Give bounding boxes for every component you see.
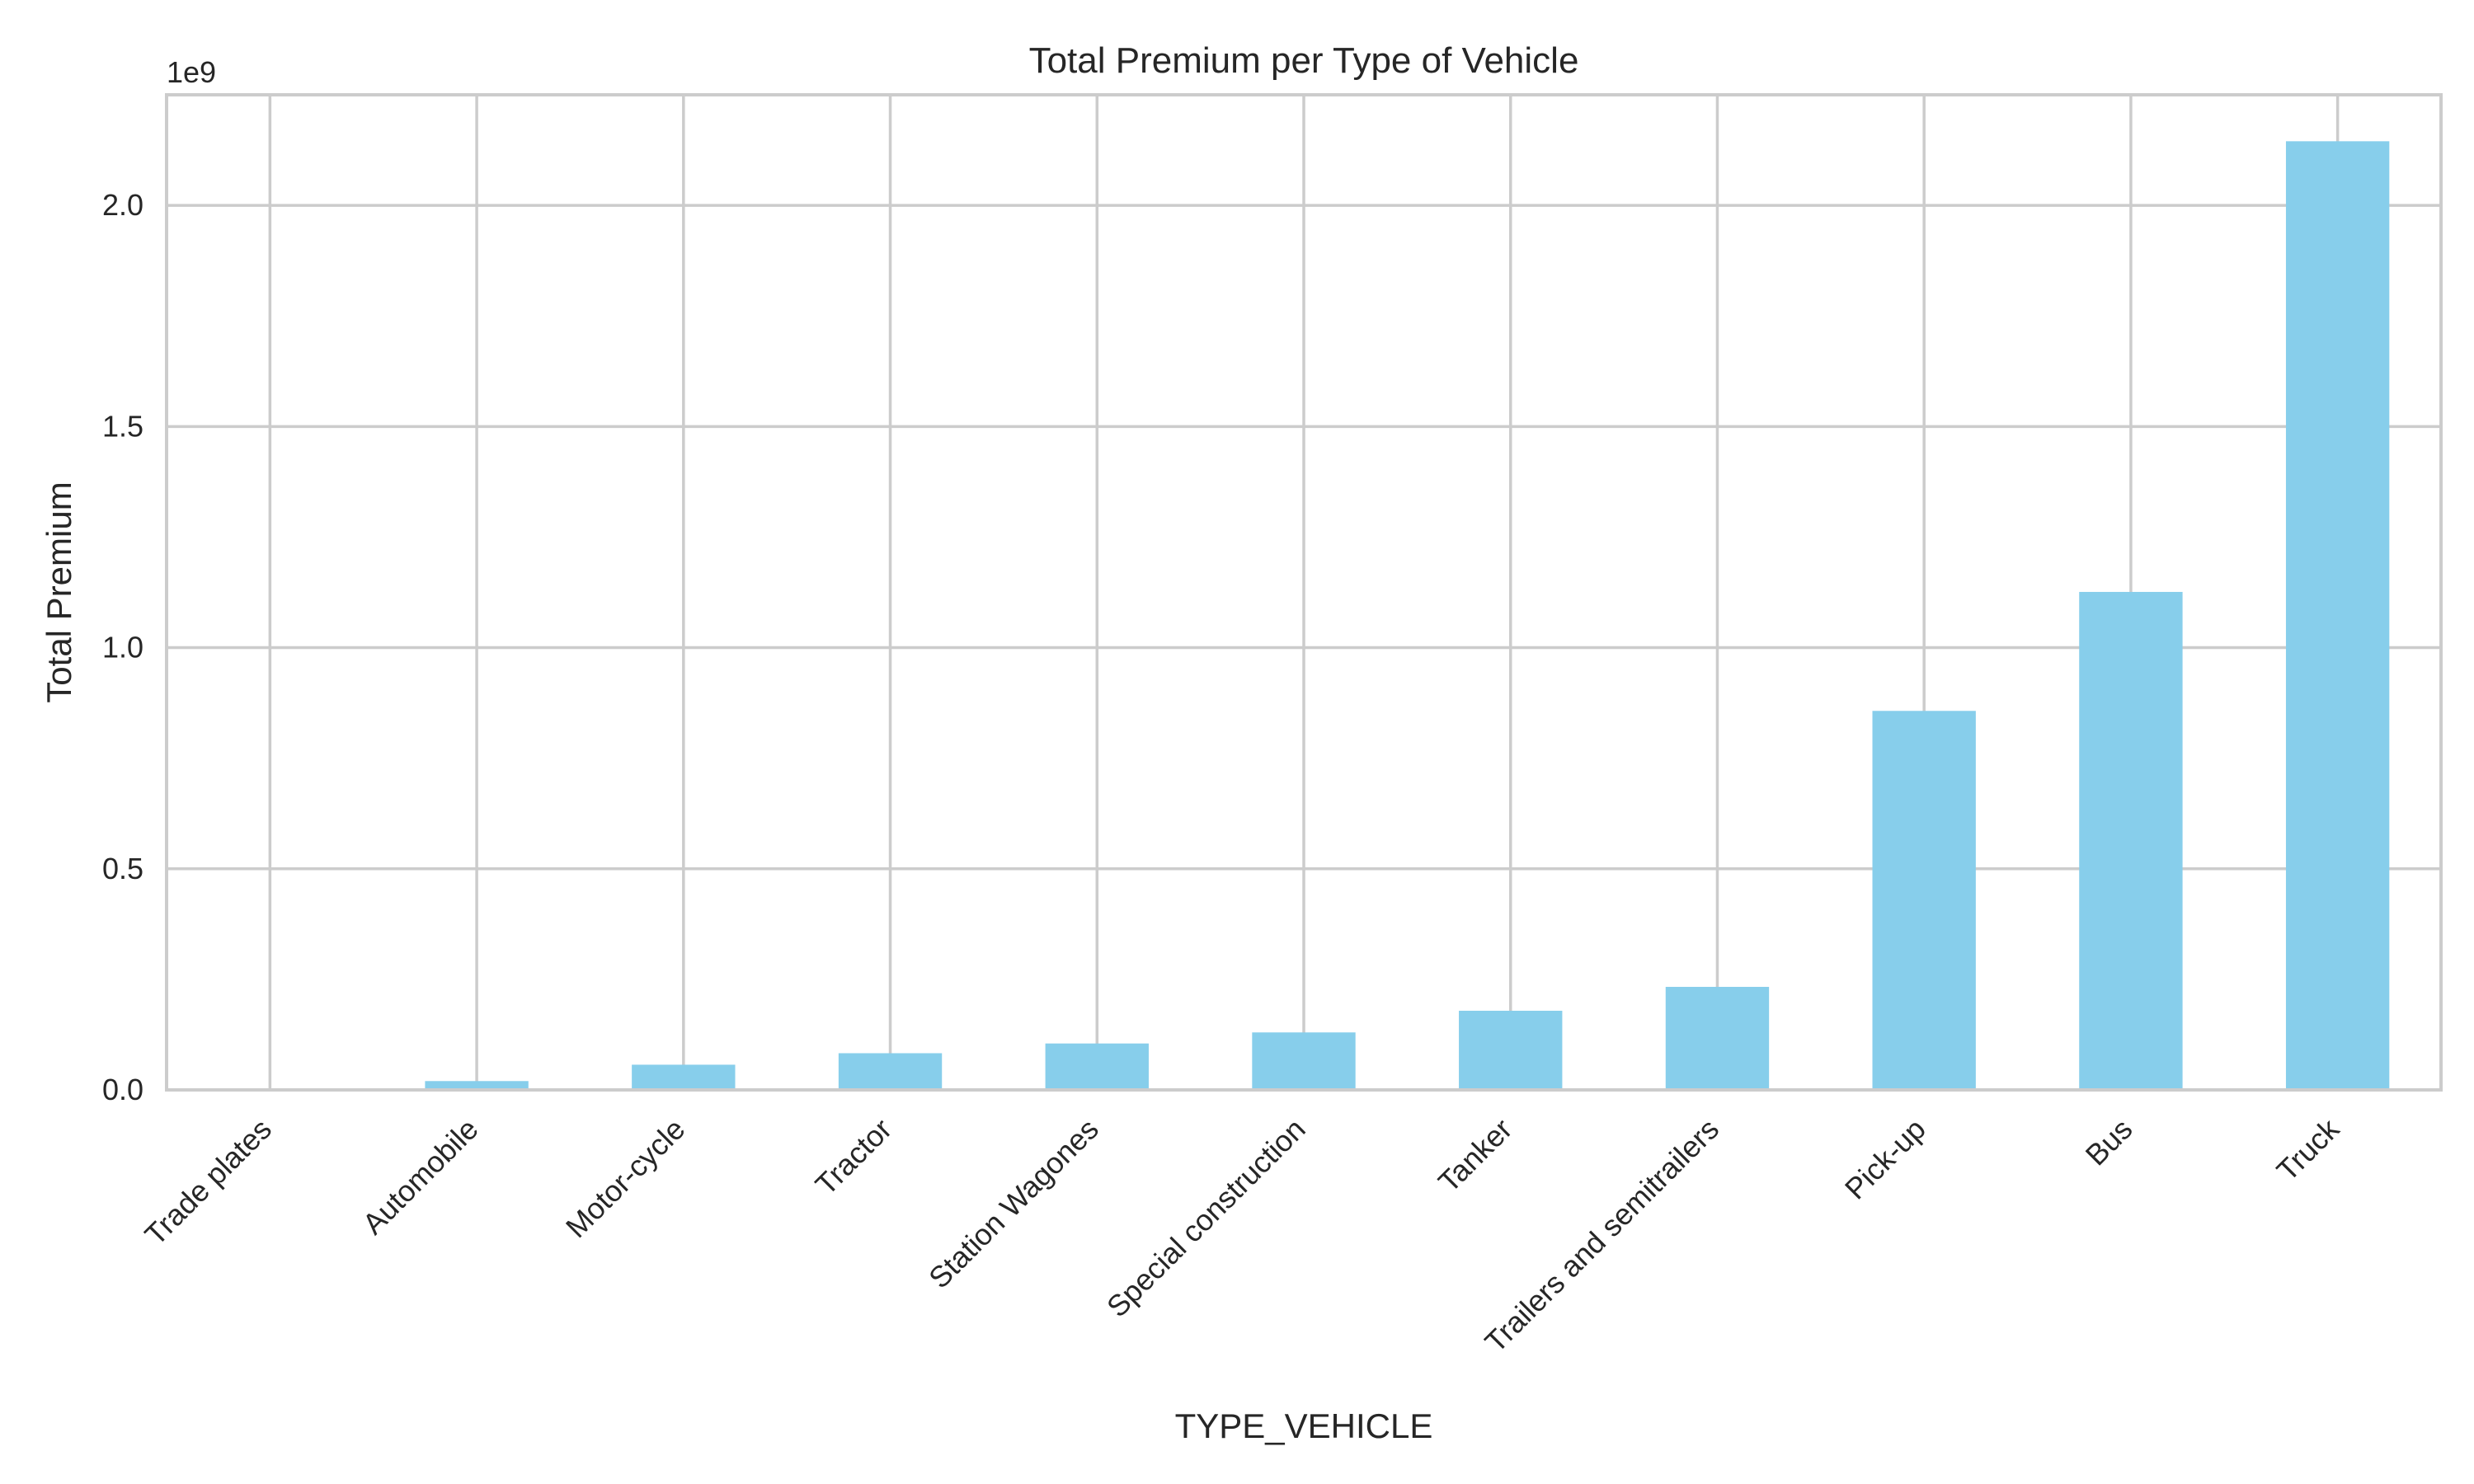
- x-tick-label: Motor-cycle: [559, 1112, 692, 1245]
- x-tick-label: Truck: [2270, 1111, 2346, 1187]
- x-tick-label: Tanker: [1432, 1112, 1518, 1199]
- x-tick-label: Trailers and semitrailers: [1478, 1112, 1725, 1360]
- x-tick-labels: Trade plates Automobile Motor-cycle Tractor…: [138, 1111, 2346, 1359]
- x-tick-label: Station Wagones: [922, 1112, 1105, 1295]
- y-axis-label: Total Premium: [40, 481, 78, 702]
- x-axis-label: TYPE_VEHICLE: [1175, 1407, 1433, 1445]
- y-tick-label: 0.0: [102, 1073, 143, 1106]
- x-tick-label: Pick-up: [1838, 1112, 1932, 1206]
- y-tick-label: 1.0: [102, 631, 143, 665]
- x-tick-label: Tractor: [809, 1112, 899, 1202]
- y-tick-label: 2.0: [102, 188, 143, 222]
- bars: [425, 141, 2390, 1090]
- bar: [425, 1081, 529, 1090]
- bar: [1665, 987, 1770, 1090]
- x-tick-label: Bus: [2079, 1112, 2139, 1172]
- y-tick-label: 0.5: [102, 852, 143, 885]
- bar: [1045, 1043, 1149, 1090]
- x-tick-label: Special construction: [1100, 1112, 1312, 1324]
- y-tick-labels: 0.0 0.5 1.0 1.5 2.0: [102, 188, 143, 1106]
- x-tick-label: Trade plates: [138, 1112, 278, 1252]
- bar: [2285, 141, 2390, 1090]
- bar: [1872, 711, 1976, 1090]
- bar: [1459, 1010, 1563, 1090]
- bar: [632, 1064, 736, 1090]
- bar: [1252, 1032, 1356, 1090]
- x-tick-label: Automobile: [355, 1112, 484, 1241]
- bar: [2079, 591, 2183, 1090]
- chart-title: Total Premium per Type of Vehicle: [1029, 40, 1579, 81]
- y-tick-label: 1.5: [102, 409, 143, 443]
- plot-frame: [165, 93, 2443, 1092]
- bar: [838, 1053, 943, 1090]
- y-offset-label: 1e9: [167, 55, 216, 89]
